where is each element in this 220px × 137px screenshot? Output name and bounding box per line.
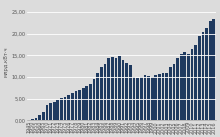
Bar bbox=[205, 28, 208, 120]
Bar bbox=[209, 21, 212, 120]
Bar bbox=[93, 79, 95, 120]
Bar bbox=[104, 64, 106, 120]
Bar bbox=[176, 58, 179, 120]
Bar bbox=[213, 19, 215, 120]
Bar bbox=[183, 52, 186, 120]
Bar bbox=[53, 102, 56, 120]
Bar bbox=[75, 91, 77, 120]
Bar bbox=[143, 75, 146, 120]
Bar bbox=[133, 77, 135, 120]
Bar bbox=[64, 97, 66, 120]
Bar bbox=[140, 78, 143, 120]
Bar bbox=[154, 75, 157, 120]
Bar bbox=[35, 118, 37, 120]
Bar bbox=[118, 56, 121, 120]
Bar bbox=[169, 67, 172, 120]
Bar bbox=[125, 63, 128, 120]
Bar bbox=[162, 73, 164, 120]
Bar bbox=[82, 88, 84, 120]
Bar bbox=[198, 36, 201, 120]
Bar bbox=[49, 103, 52, 120]
Y-axis label: млрд.кВт⋅ч: млрд.кВт⋅ч bbox=[4, 47, 9, 77]
Bar bbox=[147, 76, 150, 120]
Bar bbox=[42, 112, 45, 120]
Bar bbox=[46, 105, 48, 120]
Bar bbox=[172, 65, 175, 120]
Bar bbox=[136, 78, 139, 120]
Bar bbox=[191, 49, 193, 120]
Bar bbox=[89, 84, 92, 120]
Bar bbox=[158, 74, 161, 120]
Bar bbox=[111, 57, 114, 120]
Bar bbox=[57, 100, 59, 120]
Bar bbox=[129, 65, 132, 120]
Bar bbox=[71, 93, 74, 120]
Bar bbox=[180, 54, 183, 120]
Bar bbox=[151, 78, 154, 120]
Bar bbox=[115, 58, 117, 120]
Bar bbox=[38, 115, 41, 120]
Bar bbox=[86, 86, 88, 120]
Bar bbox=[107, 58, 110, 120]
Bar bbox=[100, 67, 103, 120]
Bar bbox=[96, 73, 99, 120]
Bar bbox=[67, 95, 70, 120]
Bar bbox=[194, 45, 197, 120]
Bar bbox=[187, 54, 190, 120]
Bar bbox=[202, 32, 204, 120]
Bar bbox=[122, 60, 125, 120]
Bar bbox=[165, 73, 168, 120]
Bar bbox=[60, 98, 63, 120]
Bar bbox=[31, 119, 34, 120]
Bar bbox=[78, 90, 81, 120]
